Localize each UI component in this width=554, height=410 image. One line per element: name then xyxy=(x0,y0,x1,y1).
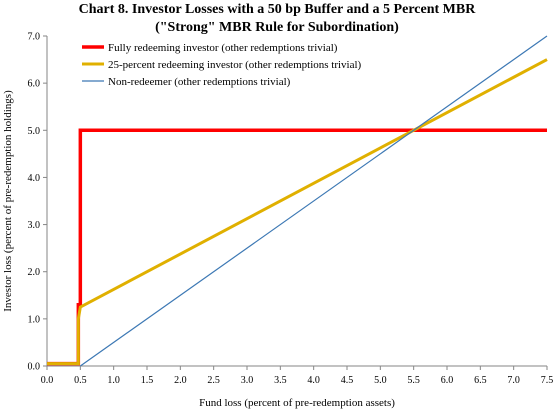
x-tick-label: 4.5 xyxy=(341,375,354,386)
y-tick-label: 1.0 xyxy=(28,314,41,325)
chart-title-line1: Chart 8. Investor Losses with a 50 bp Bu… xyxy=(79,2,477,17)
x-tick-label: 6.0 xyxy=(441,375,454,386)
y-axis-label: Investor loss (percent of pre-redemption… xyxy=(2,90,14,312)
x-tick-label: 1.0 xyxy=(107,375,120,386)
y-tick-label: 5.0 xyxy=(28,126,41,137)
x-tick-label: 7.0 xyxy=(507,375,520,386)
x-tick-label: 0.5 xyxy=(74,375,87,386)
x-tick-label: 7.5 xyxy=(541,375,554,386)
y-tick-label: 4.0 xyxy=(28,173,41,184)
plot-area: 0.0 1.0 2.0 3.0 4.0 5.0 6.0 7.0 0.0 0.5 1.0 1.5 2.0 2… xyxy=(28,32,554,387)
x-tick-label: 4.0 xyxy=(307,375,320,386)
x-tick-label: 1.5 xyxy=(141,375,154,386)
x-tick-label: 5.5 xyxy=(407,375,420,386)
legend-label-25-percent: 25-percent redeeming investor (other red… xyxy=(108,59,362,71)
x-tick-label: 3.0 xyxy=(241,375,254,386)
x-tick-label: 2.0 xyxy=(174,375,187,386)
legend-label-non-redeemer: Non-redeemer (other redemptions trivial) xyxy=(108,76,291,88)
y-tick-label: 3.0 xyxy=(28,220,41,231)
x-tick-label: 5.0 xyxy=(374,375,387,386)
chart-title-line2: ("Strong" MBR Rule for Subordination) xyxy=(155,20,399,35)
x-tick-label: 0.0 xyxy=(41,375,54,386)
series-line-non-redeemer xyxy=(79,35,548,367)
series-line-25-percent xyxy=(47,58,548,366)
x-axis-label: Fund loss (percent of pre-redemption ass… xyxy=(199,397,395,409)
x-tick-label: 3.5 xyxy=(274,375,287,386)
y-tick-label: 6.0 xyxy=(28,79,41,90)
y-tick-label: 2.0 xyxy=(28,267,41,278)
series-line-fully-redeeming xyxy=(47,128,547,366)
legend: Fully redeeming investor (other redempti… xyxy=(82,42,362,88)
y-tick-label: 0.0 xyxy=(28,362,41,373)
x-tick-label: 6.5 xyxy=(474,375,487,386)
x-tick-label: 2.5 xyxy=(207,375,220,386)
legend-label-fully-redeeming: Fully redeeming investor (other redempti… xyxy=(108,42,338,54)
y-tick-label: 7.0 xyxy=(28,32,41,43)
